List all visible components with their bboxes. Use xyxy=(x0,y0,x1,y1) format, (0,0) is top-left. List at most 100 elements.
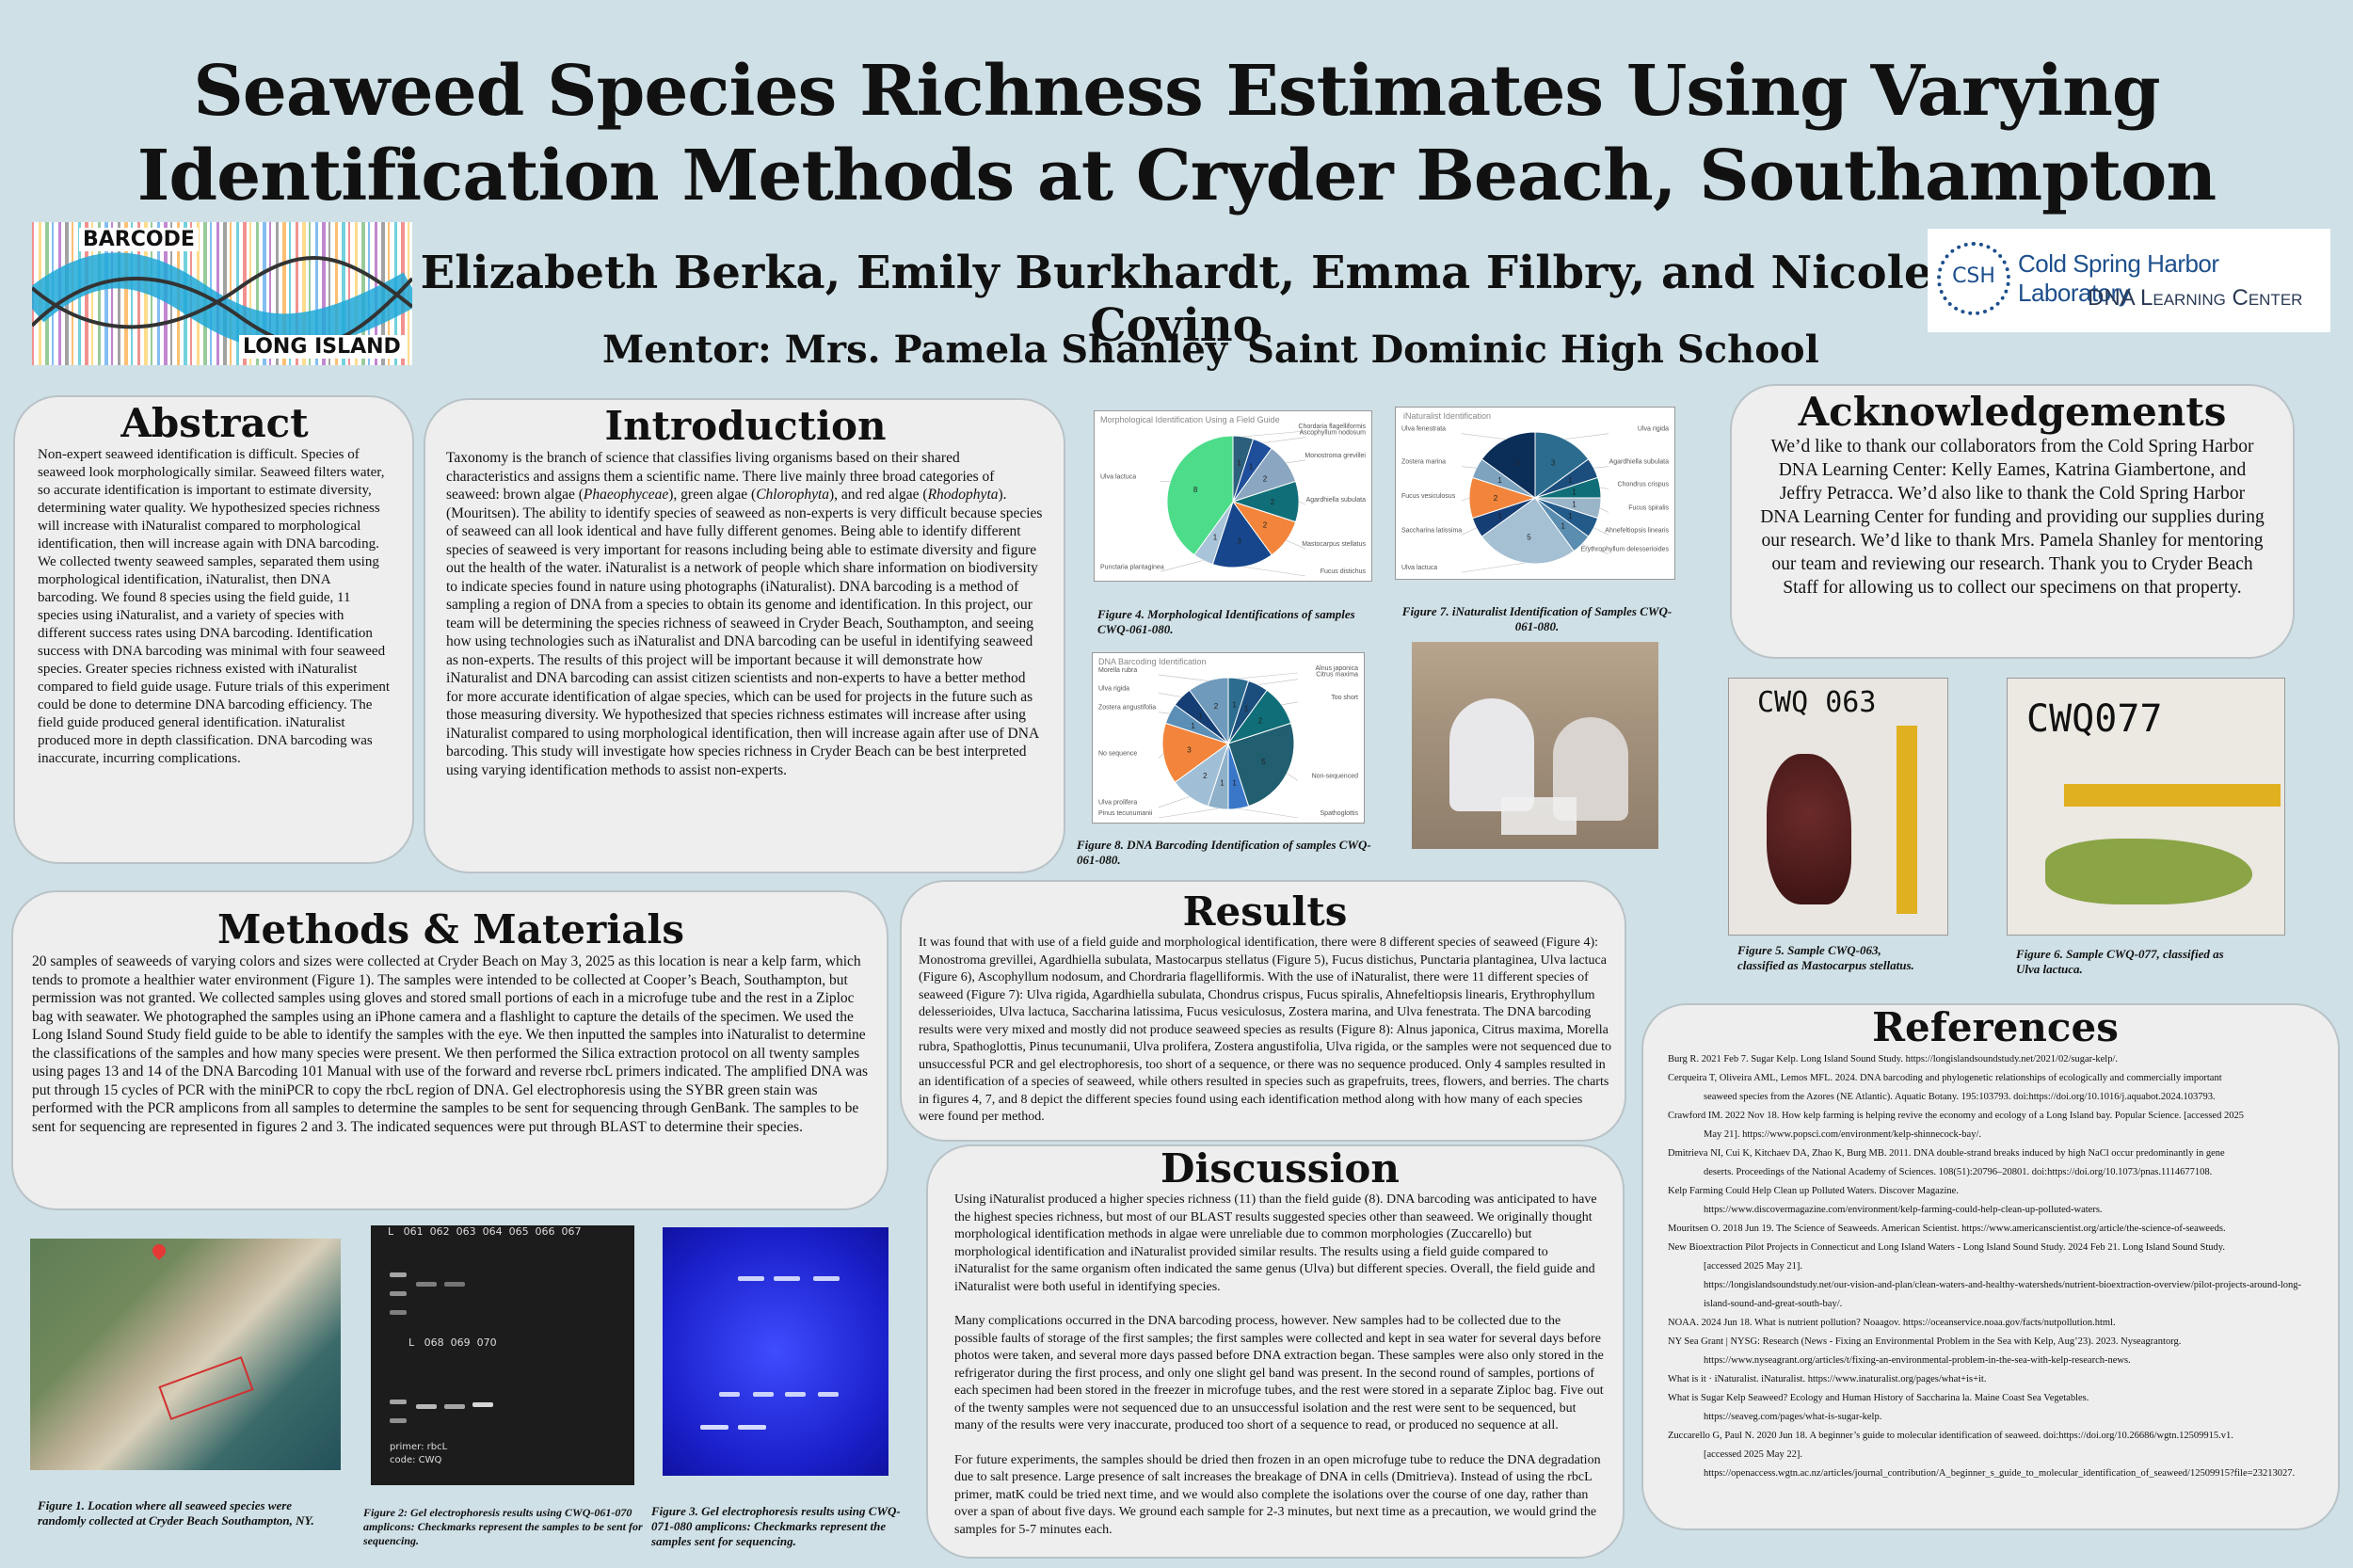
reference-entry-continued: https://www.nyseagrant.org/articles/t/fi… xyxy=(1704,1355,2131,1366)
figure-5-caption: Figure 5. Sample CWQ-063, classified as … xyxy=(1737,943,1914,972)
pie-value-label: 2 xyxy=(1258,716,1263,725)
gel-1-note-primer: primer: rbcL xyxy=(390,1442,448,1452)
logo-long-island-text: LONG ISLAND xyxy=(239,335,405,359)
pie-value-label: 1 xyxy=(1572,488,1577,496)
pie-category-label: Fucus spiralis xyxy=(1628,505,1669,512)
chart-dna-barcoding: DNA Barcoding Identification 1 Alnus japo… xyxy=(1092,652,1365,824)
pie-value-label: 1 xyxy=(1568,512,1573,520)
pie-leader-line xyxy=(1461,433,1506,440)
pie-leader-line xyxy=(1461,527,1477,536)
pie-leader-line xyxy=(1286,459,1306,464)
pie-value-label: 1 xyxy=(1213,533,1218,541)
pie-leader-line xyxy=(1461,466,1477,469)
reference-entry: Burg R. 2021 Feb 7. Sugar Kelp. Long Isl… xyxy=(1668,1054,2119,1064)
methods-heading: Methods & Materials xyxy=(216,906,685,952)
gel-band xyxy=(390,1400,407,1404)
gel-band xyxy=(390,1310,407,1315)
barcode-logo-graphic xyxy=(32,222,412,365)
reference-entry: What is it · iNaturalist. iNaturalist. h… xyxy=(1668,1374,1987,1384)
ruler-horizontal xyxy=(2064,784,2281,807)
discussion-p1: Using iNaturalist produced a higher spec… xyxy=(954,1192,1597,1294)
pie-leader-line xyxy=(1160,560,1204,572)
barcode-bar xyxy=(223,222,227,365)
reference-entry: Dmitrieva NI, Cui K, Kitchaev DA, Zhao K… xyxy=(1668,1148,2225,1159)
barcode-bar xyxy=(315,222,318,365)
pie-value-label: 5 xyxy=(1527,533,1531,541)
pie-category-label: Ulva rigida xyxy=(1638,426,1669,433)
barcode-bar xyxy=(249,222,251,365)
gel-band xyxy=(818,1392,839,1397)
pie-leader-line xyxy=(1257,679,1299,685)
methods-panel: Methods & Materials 20 samples of seawee… xyxy=(11,890,888,1210)
barcode-bar xyxy=(98,222,101,365)
school: Saint Dominic High School xyxy=(1247,328,1819,372)
barcode-bar xyxy=(296,222,298,365)
barcode-bar xyxy=(276,222,279,365)
barcode-bar xyxy=(104,222,108,365)
abstract-panel: Abstract Non-expert seaweed identificati… xyxy=(13,395,414,864)
barcode-bar xyxy=(256,222,259,365)
reference-entry-continued: seaweed species from the Azores (NE Atla… xyxy=(1704,1092,2216,1102)
gel-band xyxy=(444,1404,465,1409)
pie-category-label: Spathoglottis xyxy=(1321,810,1359,817)
pie-leader-line xyxy=(1461,497,1470,502)
figure-6-caption: Figure 6. Sample CWQ-077, classified as … xyxy=(2016,947,2224,976)
barcode-bar xyxy=(236,222,239,365)
pie-slice xyxy=(1166,435,1234,556)
pie-category-label: Ulva rigida xyxy=(1098,685,1129,692)
pie-value-label: 3 xyxy=(1551,459,1556,468)
pie-category-label: Fucus distichus xyxy=(1321,568,1367,575)
reference-entry-continued: https://longislandsoundstudy.net/our-vis… xyxy=(1704,1280,2302,1309)
abstract-text: Non-expert seaweed identification is dif… xyxy=(38,447,391,766)
pie-leader-line xyxy=(1593,527,1609,536)
chart-morphological-title: Morphological Identification Using a Fie… xyxy=(1100,415,1280,424)
results-text: It was found that with use of a field gu… xyxy=(919,936,1611,1124)
location-map xyxy=(30,1239,341,1470)
pie-leader-line xyxy=(1158,693,1182,697)
gel-band xyxy=(416,1404,437,1409)
pie-leader-line xyxy=(1461,562,1526,573)
reference-entry-continued: https://openaccess.wgtn.ac.nz/articles/j… xyxy=(1704,1468,2296,1479)
sample-photo-cwq077: CWQ077 xyxy=(2007,678,2285,936)
pie-leader-line xyxy=(1242,430,1306,438)
pie-leader-line xyxy=(1238,808,1299,819)
pie-category-label: Zostera angustifolia xyxy=(1098,705,1156,712)
barcode-bar xyxy=(289,222,291,365)
pie-leader-line xyxy=(1281,701,1299,706)
references-panel: References Burg R. 2021 Feb 7. Sugar Kel… xyxy=(1641,1003,2340,1530)
pie-leader-line xyxy=(1581,544,1609,554)
pie-category-label: Fucus vesiculosus xyxy=(1401,493,1456,500)
gel-1-note-code: code: CWQ xyxy=(390,1455,442,1465)
reference-entry: Kelp Farming Could Help Clean up Pollute… xyxy=(1668,1186,1959,1196)
pie-leader-line xyxy=(1593,466,1609,469)
introduction-text: Taxonomy is the branch of science that c… xyxy=(446,450,1043,778)
gel-band xyxy=(390,1272,407,1277)
gel-band xyxy=(700,1425,728,1430)
reference-entry: Cerqueira T, Oliveira AML, Lemos MFL. 20… xyxy=(1668,1073,2222,1083)
pie-category-label: Ulva lactuca xyxy=(1100,473,1136,480)
pie-slice xyxy=(1481,497,1575,565)
chart-inaturalist: iNaturalist Identification 3 Ulva rigida 1… xyxy=(1395,407,1675,580)
figure-7-caption: Figure 7. iNaturalist Identification of … xyxy=(1401,604,1673,633)
reference-entry-continued: [accessed 2025 May 22]. xyxy=(1704,1449,1802,1460)
chart-morphological-svg: 1 Chordaria flagelliformis 1 Ascophyllum no… xyxy=(1100,424,1367,577)
gel-band xyxy=(390,1291,407,1296)
barcode-bar xyxy=(335,222,338,365)
pie-value-label: 2 xyxy=(1494,494,1498,503)
pie-value-label: 1 xyxy=(1568,476,1573,485)
collection-area-marker xyxy=(158,1356,254,1420)
barcode-bar xyxy=(91,222,93,365)
introduction-panel: Introduction Taxonomy is the branch of s… xyxy=(424,398,1065,873)
references-heading: References xyxy=(1872,1004,2119,1050)
barcode-bar xyxy=(137,222,140,365)
figure-1-caption: Figure 1. Location where all seaweed spe… xyxy=(38,1498,314,1528)
pie-category-label: Citrus maxima xyxy=(1316,672,1358,679)
pie-leader-line xyxy=(1158,808,1219,819)
sample-tray xyxy=(1501,797,1577,835)
pie-slice xyxy=(1481,431,1536,499)
cshl-logo: CSH Cold Spring Harbor Laboratory DNA Le… xyxy=(1928,229,2330,332)
introduction-heading: Introduction xyxy=(604,403,887,449)
pie-leader-line xyxy=(1262,437,1306,443)
pie-category-label: Pinus tecunumanii xyxy=(1098,810,1153,817)
results-heading: Results xyxy=(1182,888,1348,935)
